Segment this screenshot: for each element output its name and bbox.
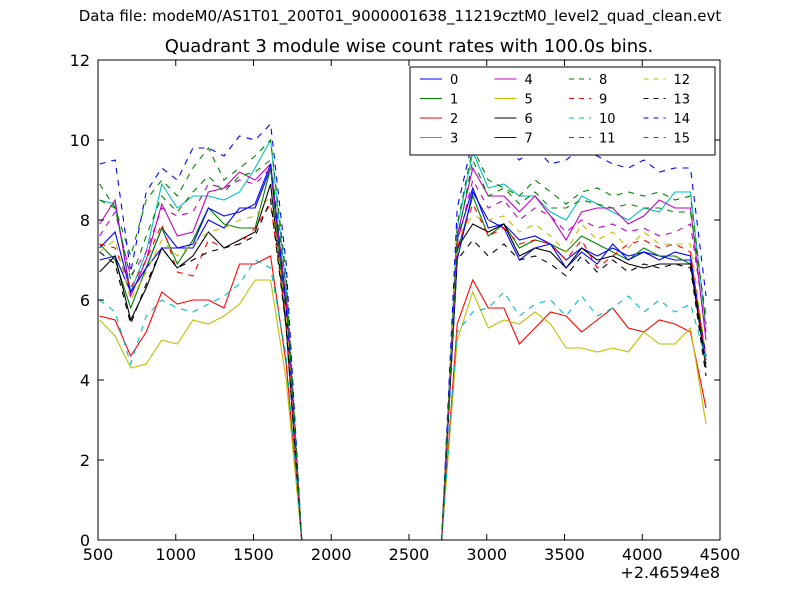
series-line-3 <box>99 138 707 541</box>
legend-label-15: 15 <box>674 132 691 147</box>
legend-label-10: 10 <box>599 112 616 127</box>
y-tick-label: 0 <box>80 531 90 550</box>
legend-box <box>409 66 716 156</box>
series-line-15 <box>99 158 707 541</box>
series-line-10 <box>99 259 707 541</box>
series-lines <box>99 122 707 541</box>
series-line-11 <box>99 166 707 541</box>
y-tick-label: 2 <box>80 451 90 470</box>
y-tick-label: 6 <box>80 291 90 310</box>
legend-label-5: 5 <box>525 93 533 108</box>
x-tick-label: 3000 <box>466 545 507 564</box>
x-tick-label: 4500 <box>700 545 741 564</box>
legend-label-14: 14 <box>674 112 691 127</box>
chart-title: Quadrant 3 module wise count rates with … <box>164 36 654 57</box>
x-tick-label: 4000 <box>622 545 663 564</box>
x-tick-label: 2000 <box>311 545 352 564</box>
series-line-13 <box>99 197 707 541</box>
series-line-7 <box>99 163 707 541</box>
y-tick-label: 10 <box>70 131 90 150</box>
series-line-2 <box>99 255 707 541</box>
x-tick-label: 3500 <box>544 545 585 564</box>
axis-ticks: 500 1000 1500 2000 2500 3000 3500 4000 4500 0 2 4 6 8… <box>70 51 741 564</box>
legend-label-12: 12 <box>674 73 691 88</box>
legend-label-3: 3 <box>450 132 458 147</box>
y-tick-label: 8 <box>80 211 90 230</box>
series-line-8 <box>99 138 707 541</box>
legend-label-1: 1 <box>450 93 458 108</box>
legend-label-4: 4 <box>525 73 533 88</box>
data-file-suptitle: Data file: modeM0/AS1T01_200T01_90000016… <box>78 7 722 25</box>
legend-label-8: 8 <box>599 73 607 88</box>
legend-label-11: 11 <box>599 132 616 147</box>
series-line-4 <box>99 162 707 541</box>
x-offset-label: +2.46594e8 <box>620 563 720 582</box>
series-line-5 <box>99 279 707 541</box>
series-line-1 <box>99 167 707 541</box>
series-line-0 <box>99 167 707 541</box>
legend-label-0: 0 <box>450 73 458 88</box>
series-line-14 <box>99 122 707 541</box>
x-tick-label: 2500 <box>389 545 430 564</box>
x-tick-label: 1000 <box>155 545 196 564</box>
y-tick-label: 4 <box>80 371 90 390</box>
legend-label-13: 13 <box>674 93 691 108</box>
series-line-6 <box>99 183 707 541</box>
series-line-9 <box>99 202 707 541</box>
legend-label-2: 2 <box>450 112 458 127</box>
y-tick-label: 12 <box>70 51 90 70</box>
legend-label-7: 7 <box>525 132 533 147</box>
x-tick-label: 1500 <box>233 545 274 564</box>
legend-label-9: 9 <box>599 93 607 108</box>
x-tick-label: 500 <box>83 545 114 564</box>
legend-label-6: 6 <box>525 112 533 127</box>
